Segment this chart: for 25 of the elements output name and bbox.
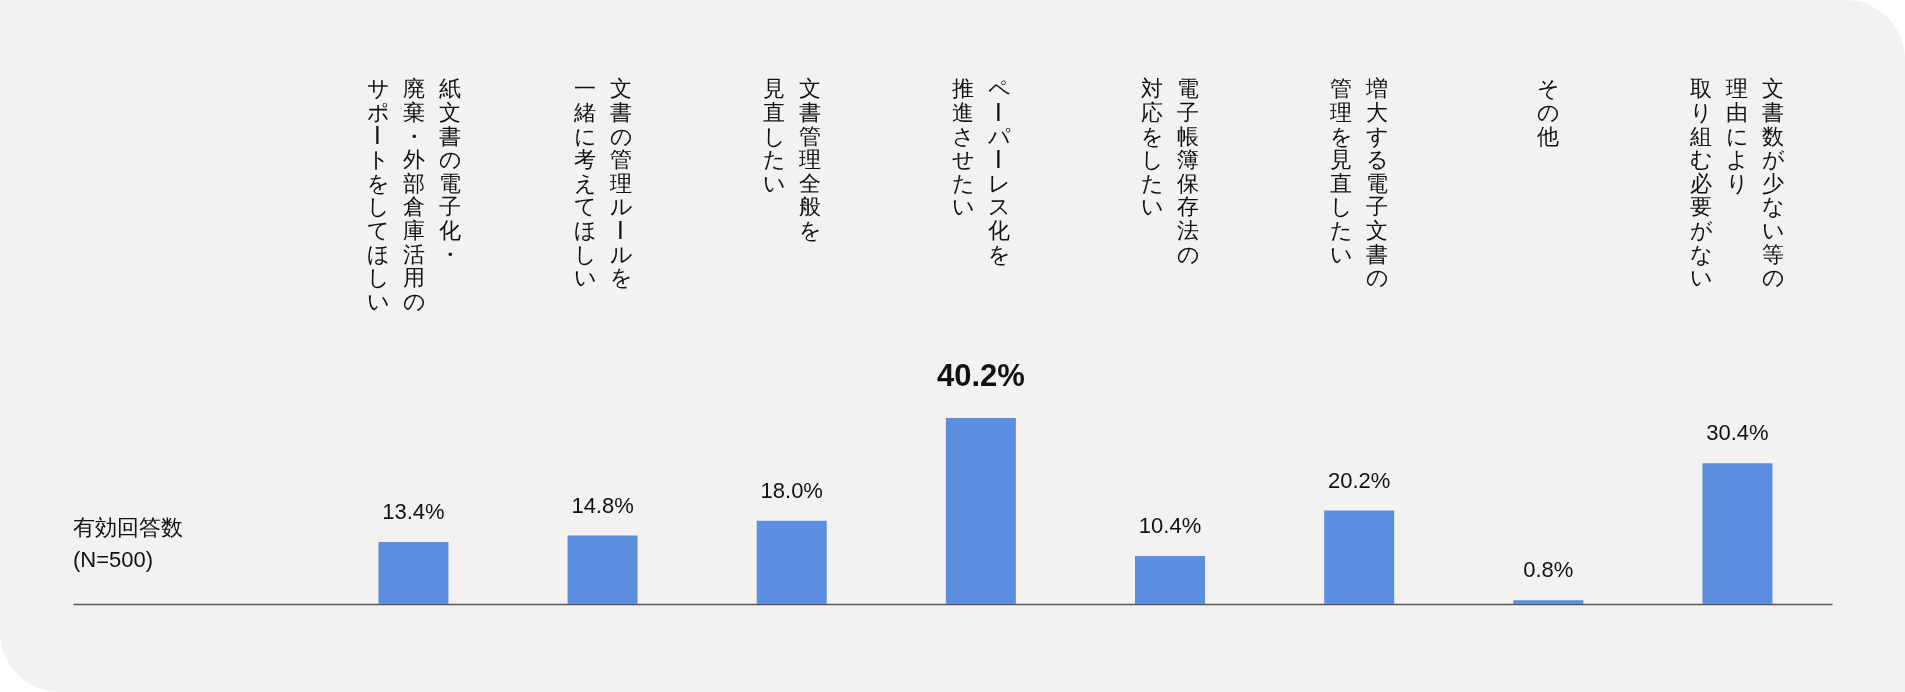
data-label: 13.4% [382,499,445,524]
bar [945,418,1016,604]
x-tick-label: ペーパーレス化を推進させたい [951,76,1011,267]
text: 有効回答数 (N=500) [73,515,183,572]
bar [1135,555,1206,604]
x-tick-label: 紙文書の電子化・廃棄・外部倉庫活用のサポートをしてほしい [363,76,462,314]
x-tick-label: 文書数が少ない等の理由により取り組む必要がない [1689,76,1786,291]
data-label: 10.4% [1138,512,1202,538]
bar [1702,463,1773,604]
data-label: 20.2% [1327,467,1391,493]
bar [567,535,638,604]
x-tick-label: その他 [1537,76,1561,149]
bar [756,520,827,604]
data-label: 18.0% [760,477,823,503]
bar [1324,510,1395,604]
bar [378,542,449,604]
x-tick-label: 文書管理全般を見直したい [762,76,822,243]
x-tick-label: 増大する電子文書の管理を見直したい [1330,76,1390,291]
bar [1513,600,1584,604]
x-tick-label: 文書の管理ルールを一緒に考えてほしい [572,76,633,291]
data-label: 40.2% [936,358,1025,393]
data-label: 30.4% [1706,420,1769,446]
data-label: 14.8% [571,492,634,518]
x-tick-label: 電子帳簿保存法の対応をしたい [1141,76,1200,267]
data-label: 0.8% [1523,557,1574,583]
